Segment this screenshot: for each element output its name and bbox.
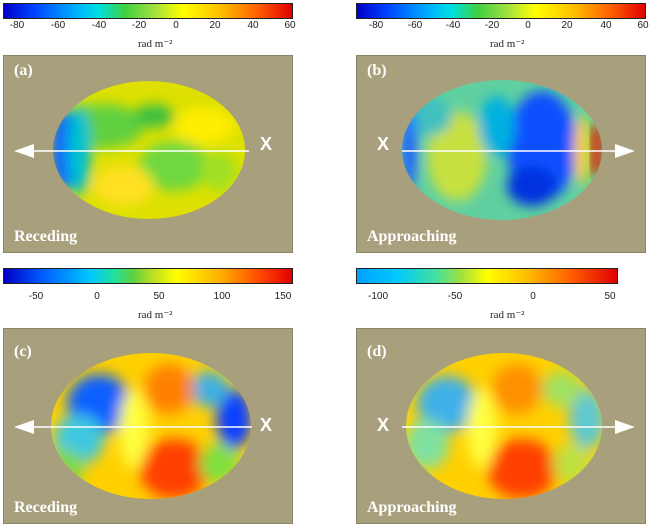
tick: 50 bbox=[604, 291, 616, 302]
rm-map-c bbox=[14, 353, 252, 499]
panel-c: (c) Receding X bbox=[3, 328, 293, 524]
tick: 50 bbox=[153, 291, 165, 302]
tick: 40 bbox=[600, 20, 612, 31]
tick: -50 bbox=[28, 291, 44, 302]
tick: 0 bbox=[525, 20, 531, 31]
panel-c-label: (c) bbox=[14, 343, 32, 360]
tick: -40 bbox=[445, 20, 461, 31]
tick: 0 bbox=[173, 20, 179, 31]
rm-map-d bbox=[402, 353, 635, 499]
panel-a: (a) Receding X bbox=[3, 55, 293, 253]
rm-map-a bbox=[14, 81, 249, 219]
colorbar-a bbox=[3, 3, 293, 19]
colorbar-b bbox=[356, 3, 646, 19]
colorbar-b-unit: rad m⁻² bbox=[490, 38, 525, 50]
colorbar-c bbox=[3, 268, 293, 284]
colorbar-d-unit: rad m⁻² bbox=[490, 309, 525, 321]
tick: -100 bbox=[367, 291, 389, 302]
tick: 0 bbox=[94, 291, 100, 302]
tick: 150 bbox=[274, 291, 292, 302]
panel-a-desc: Receding bbox=[14, 228, 78, 245]
tick: -40 bbox=[91, 20, 107, 31]
panel-d-desc: Approaching bbox=[367, 499, 457, 516]
rm-map-b bbox=[402, 80, 635, 220]
tick: 100 bbox=[213, 291, 231, 302]
panel-d-label: (d) bbox=[367, 343, 387, 360]
panel-d: (d) Approaching X bbox=[356, 328, 646, 524]
tick: -20 bbox=[131, 20, 147, 31]
tick: 20 bbox=[561, 20, 573, 31]
tick: -80 bbox=[9, 20, 25, 31]
tick: -80 bbox=[368, 20, 384, 31]
panel-b-desc: Approaching bbox=[367, 228, 457, 245]
tick: 0 bbox=[530, 291, 536, 302]
panel-d-x: X bbox=[377, 415, 390, 435]
tick: 60 bbox=[637, 20, 649, 31]
colorbar-c-unit: rad m⁻² bbox=[138, 309, 173, 321]
tick: 60 bbox=[284, 20, 296, 31]
panel-a-label: (a) bbox=[14, 62, 33, 79]
tick: -60 bbox=[50, 20, 66, 31]
colorbar-a-unit: rad m⁻² bbox=[138, 38, 173, 50]
tick: -60 bbox=[407, 20, 423, 31]
panel-b-x: X bbox=[377, 134, 390, 154]
tick: -20 bbox=[484, 20, 500, 31]
colorbar-d bbox=[356, 268, 618, 284]
tick: -50 bbox=[447, 291, 463, 302]
tick: 40 bbox=[247, 20, 259, 31]
panel-c-desc: Receding bbox=[14, 499, 78, 516]
panel-c-x: X bbox=[260, 415, 273, 435]
panel-a-x: X bbox=[260, 134, 273, 154]
tick: 20 bbox=[209, 20, 221, 31]
panel-b-label: (b) bbox=[367, 62, 387, 79]
panel-b: (b) Approaching X bbox=[356, 55, 646, 253]
